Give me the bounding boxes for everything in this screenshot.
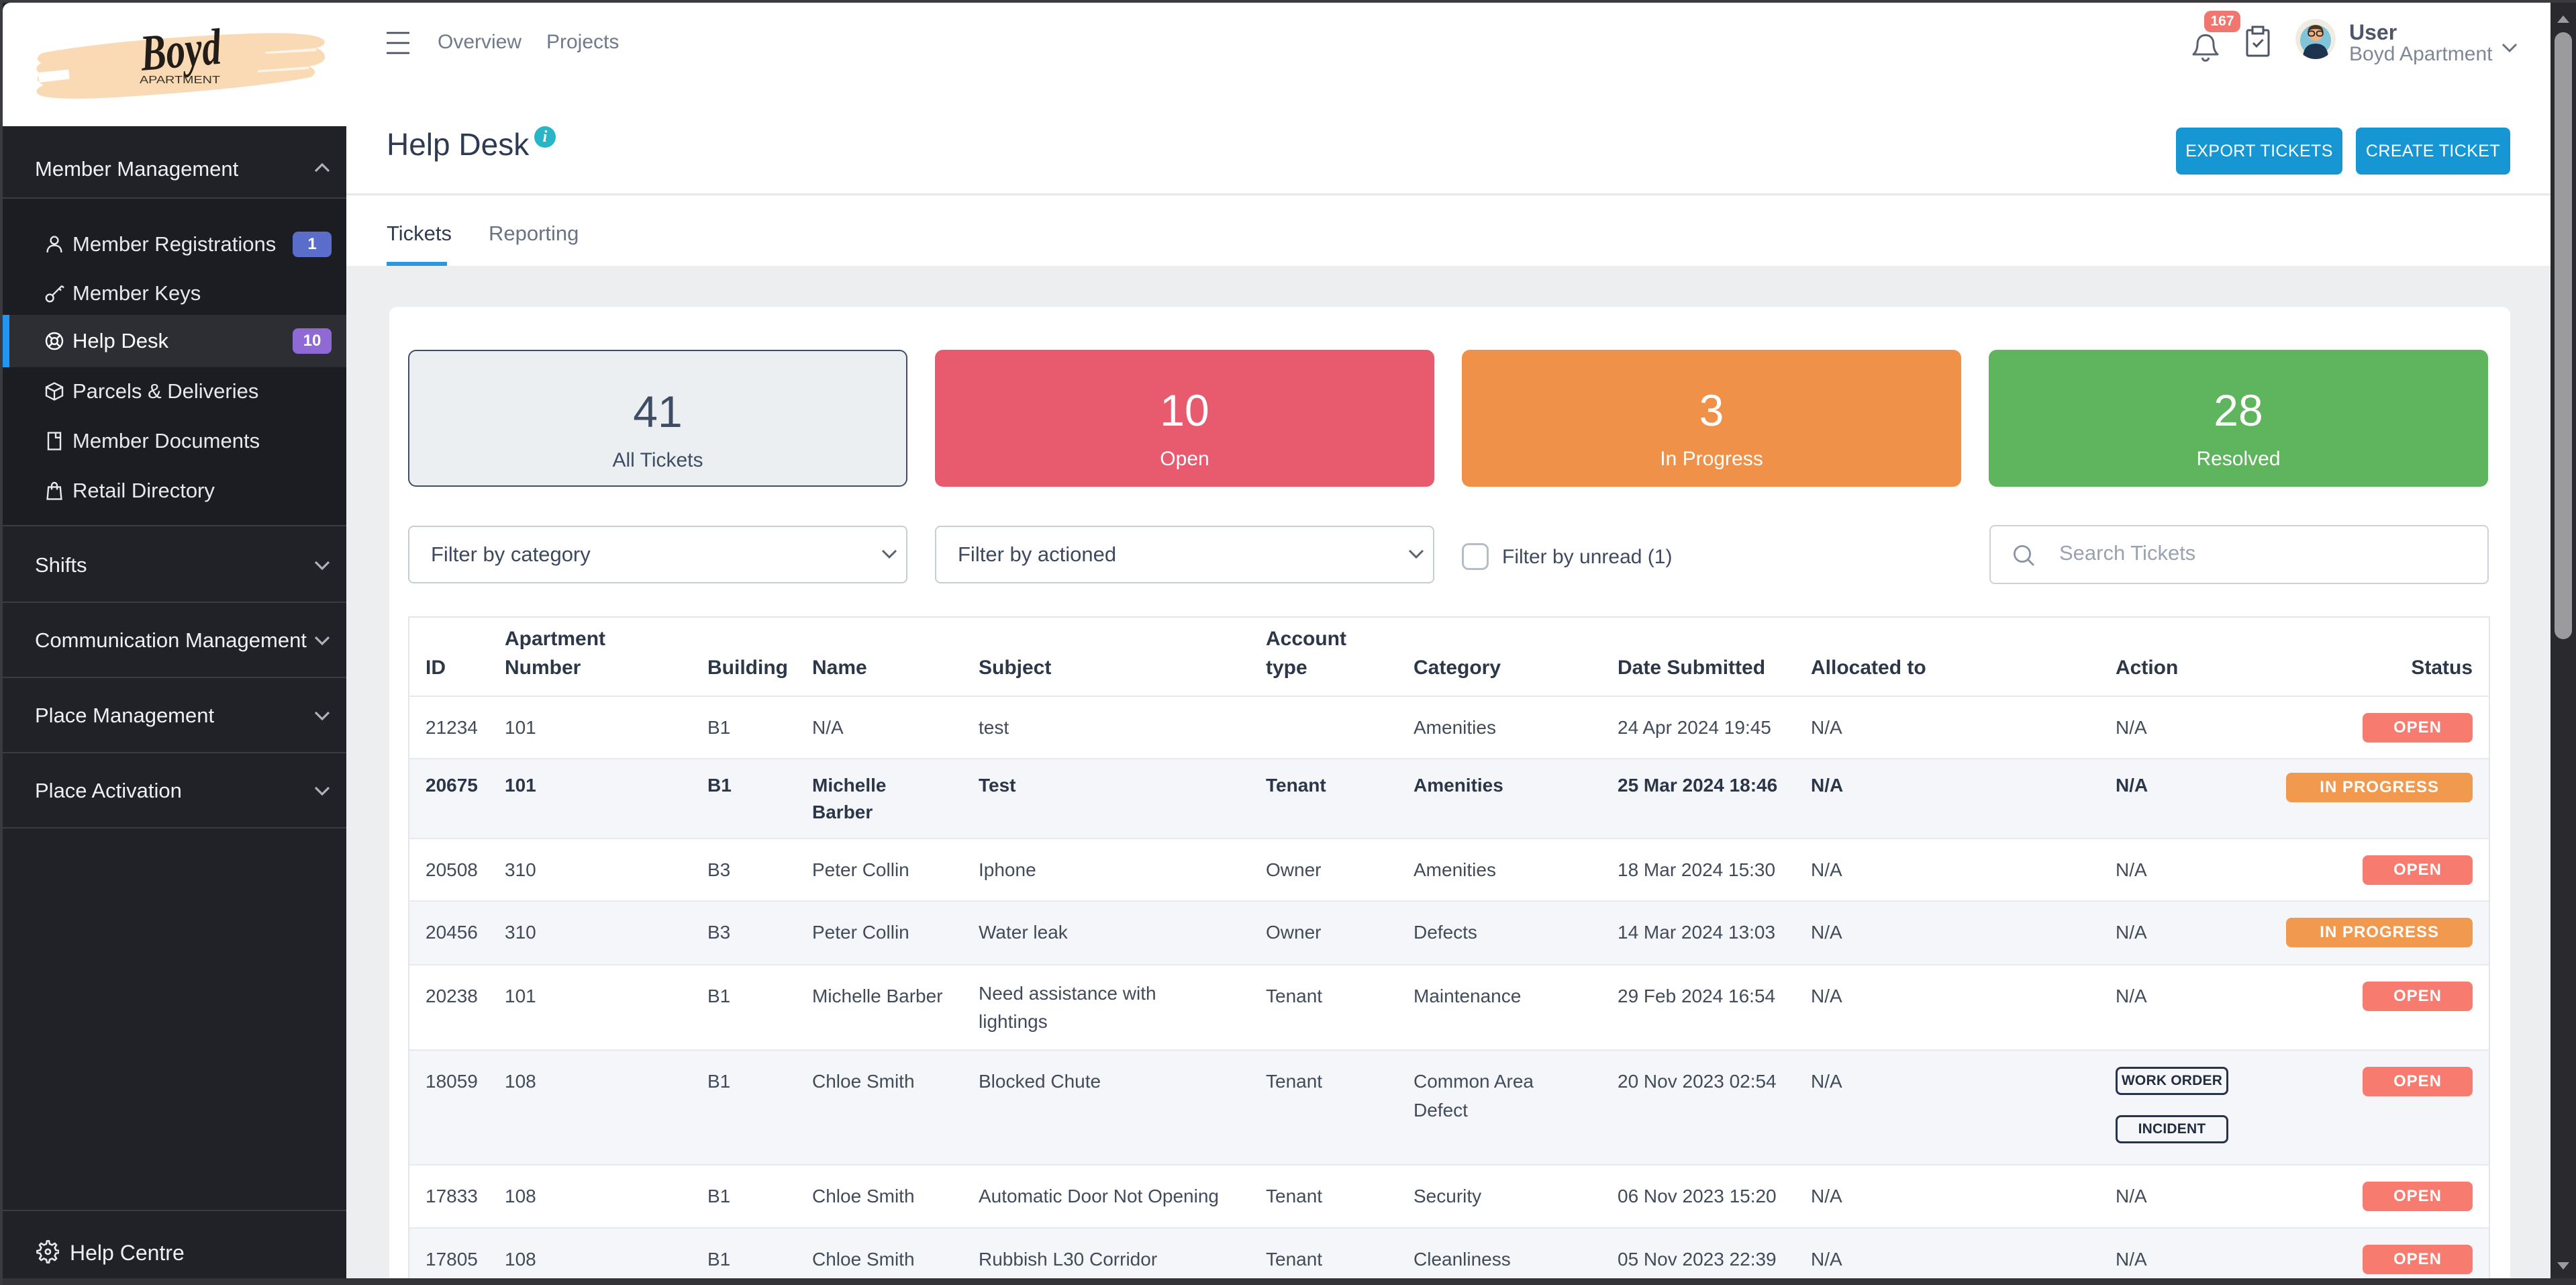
svg-text:Boyd: Boyd [138, 19, 224, 82]
svg-text:APARTMENT: APARTMENT [140, 75, 220, 86]
